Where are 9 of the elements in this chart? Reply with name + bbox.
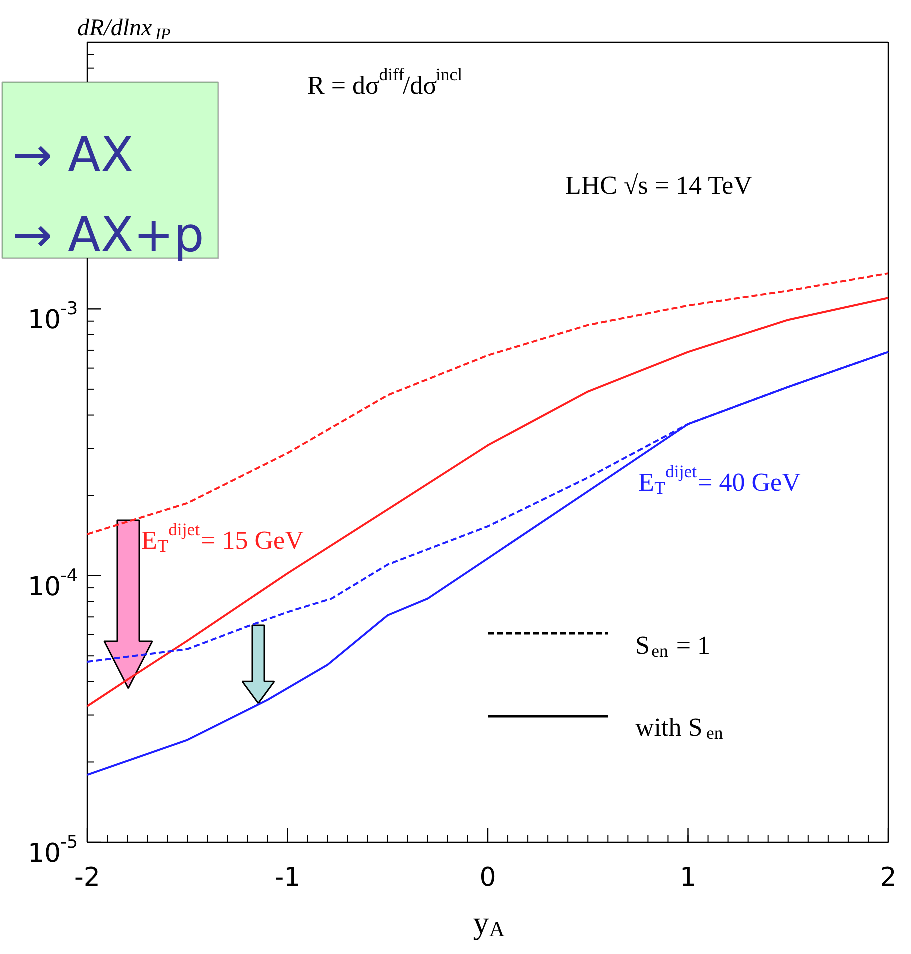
x-tick-label: -2 bbox=[74, 863, 100, 893]
x-axis-title: yA bbox=[473, 904, 506, 942]
x-tick-label: -1 bbox=[274, 863, 301, 893]
x-tick-label: 0 bbox=[480, 863, 496, 893]
annotation: → AX+p bbox=[12, 208, 204, 264]
x-tick-label: 1 bbox=[680, 863, 697, 893]
annotation: LHC √s = 14 TeV bbox=[566, 171, 753, 200]
annotation: → AX bbox=[12, 128, 134, 184]
x-tick-label: 2 bbox=[880, 863, 897, 893]
